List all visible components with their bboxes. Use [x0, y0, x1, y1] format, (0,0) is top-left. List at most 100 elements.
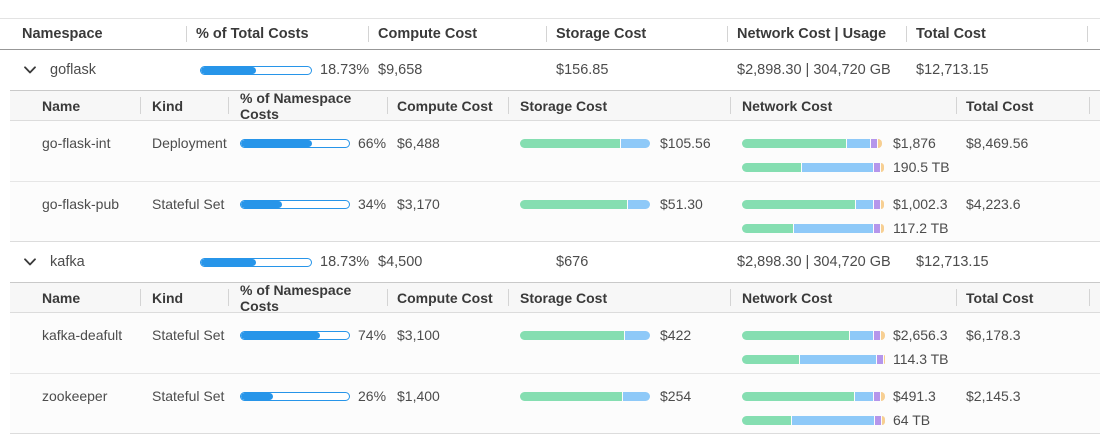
network-cost-cell: $2,898.30 | 304,720 GB	[727, 50, 906, 90]
network-usage-bar	[742, 223, 885, 233]
pct-total-value: 18.73%	[320, 254, 370, 270]
storage-cost-bar	[520, 391, 652, 401]
pct-namespace-bar	[240, 199, 350, 209]
storage-cost-value: $254	[660, 388, 692, 404]
col-header-storage: Storage Cost	[508, 91, 730, 120]
bar-segment-purple	[874, 223, 880, 233]
storage-cost-cell: $676	[546, 242, 727, 282]
bar-segment-blue	[855, 199, 874, 209]
total-cost-value: $6,178.3	[966, 327, 1021, 343]
network-cost-value: $2,898.30 | 304,720 GB	[737, 254, 891, 270]
workload-row-go-flask-pub[interactable]: go-flask-pub Stateful Set 34% $3,170 $51…	[10, 181, 1100, 241]
compute-cost-cell: $9,658	[368, 50, 546, 90]
total-cost-cell: $12,713.15	[906, 242, 1088, 282]
chevron-down-icon[interactable]	[24, 258, 36, 266]
storage-cost-bar	[520, 138, 652, 148]
bar-segment-blue	[621, 138, 651, 148]
workload-row-go-flask-int[interactable]: go-flask-int Deployment 66% $6,488 $105.…	[10, 121, 1100, 181]
col-header-network: Network Cost	[730, 283, 956, 312]
total-cost-value: $8,469.56	[966, 135, 1029, 151]
pct-namespace-fill	[241, 139, 313, 147]
bar-segment-green	[742, 330, 850, 340]
bar-segment-blue	[622, 391, 651, 401]
bar-segment-blue	[625, 330, 651, 340]
workload-name: zookeeper	[42, 388, 108, 404]
pct-namespace-value: 26%	[358, 388, 387, 404]
workload-row-kafka-deafult[interactable]: kafka-deafult Stateful Set 74% $3,100 $4…	[10, 313, 1100, 373]
network-cost-value: $1,002.3	[893, 196, 948, 212]
top-spacer	[0, 0, 1100, 18]
workload-kind: Stateful Set	[152, 196, 225, 212]
total-cost-value: $12,713.15	[916, 62, 989, 78]
total-cost-value: $12,713.15	[916, 254, 989, 270]
bar-segment-blue	[801, 162, 874, 172]
bar-segment-green	[742, 162, 801, 172]
namespace-row-kafka[interactable]: kafka 18.73% $4,500 $676 $2,898.30 | 304…	[0, 242, 1100, 282]
storage-cost-value: $676	[556, 254, 589, 270]
col-header-kind: Kind	[140, 283, 228, 312]
network-cost-bar	[742, 330, 885, 340]
namespace-name-cell: goflask	[0, 50, 186, 90]
network-cost-value: $491.3	[893, 388, 936, 404]
storage-cost-bar	[520, 330, 652, 340]
bar-segment-purple	[874, 162, 880, 172]
col-header-compute: Compute Cost	[387, 283, 508, 312]
workload-name: kafka-deafult	[42, 327, 123, 343]
network-cost-cell: $2,898.30 | 304,720 GB	[727, 242, 906, 282]
pct-namespace-value: 74%	[358, 327, 387, 343]
compute-cost-value: $1,400	[397, 388, 440, 404]
bar-segment-purple	[874, 330, 880, 340]
workload-name: go-flask-int	[42, 135, 111, 151]
namespace-name: goflask	[50, 62, 96, 78]
bar-segment-orange	[883, 354, 885, 364]
workloads-table-kafka: Name Kind % of Namespace Costs Compute C…	[10, 282, 1100, 434]
pct-total-value: 18.73%	[320, 62, 370, 78]
network-usage-bar	[742, 415, 885, 425]
network-cost-value: $1,876	[893, 135, 936, 151]
pct-namespace-bar	[240, 391, 350, 401]
bar-segment-purple	[876, 354, 883, 364]
workload-row-zookeeper[interactable]: zookeeper Stateful Set 26% $1,400 $254	[10, 373, 1100, 433]
pct-progress-bar	[200, 257, 312, 267]
bar-segment-blue	[850, 330, 874, 340]
pct-namespace-value: 34%	[358, 196, 387, 212]
network-cost-value: $2,898.30 | 304,720 GB	[737, 62, 891, 78]
total-cost-value: $4,223.6	[966, 196, 1021, 212]
compute-cost-cell: $4,500	[368, 242, 546, 282]
col-header-kind: Kind	[140, 91, 228, 120]
bar-segment-orange	[880, 162, 884, 172]
pct-namespace-value: 66%	[358, 135, 387, 151]
pct-namespace-bar	[240, 330, 350, 340]
bar-segment-blue	[800, 354, 876, 364]
pct-total-cell: 18.73%	[186, 242, 370, 282]
bar-segment-green	[742, 138, 847, 148]
network-usage-value: 117.2 TB	[893, 220, 949, 236]
bar-segment-purple	[875, 415, 882, 425]
namespace-row-goflask[interactable]: goflask 18.73% $9,658 $156.85 $2,898.30 …	[0, 50, 1100, 90]
chevron-down-icon[interactable]	[24, 66, 36, 74]
bar-segment-orange	[877, 138, 883, 148]
bar-segment-green	[742, 354, 800, 364]
bar-segment-orange	[880, 330, 885, 340]
bar-segment-orange	[880, 199, 884, 209]
workload-name: go-flask-pub	[42, 196, 120, 212]
bar-segment-orange	[880, 223, 884, 233]
bar-segment-blue	[791, 415, 875, 425]
bar-segment-purple	[874, 391, 880, 401]
col-header-total: Total Cost	[956, 283, 1090, 312]
workload-kind: Stateful Set	[152, 327, 225, 343]
bar-segment-green	[742, 415, 791, 425]
col-header-namespace: Namespace	[22, 26, 103, 42]
storage-cost-value: $51.30	[660, 196, 703, 212]
col-header-storage: Storage Cost	[508, 283, 730, 312]
col-header-network: Network Cost | Usage	[727, 19, 906, 49]
total-cost-value: $2,145.3	[966, 388, 1021, 404]
bar-segment-green	[520, 330, 625, 340]
bar-segment-blue	[854, 391, 874, 401]
namespace-name-cell: kafka	[0, 242, 186, 282]
col-header-compute: Compute Cost	[387, 91, 508, 120]
network-cost-bar	[742, 199, 885, 209]
bar-segment-blue	[794, 223, 874, 233]
col-header-pct-namespace: % of Namespace Costs	[228, 90, 387, 122]
bar-segment-purple	[871, 138, 877, 148]
